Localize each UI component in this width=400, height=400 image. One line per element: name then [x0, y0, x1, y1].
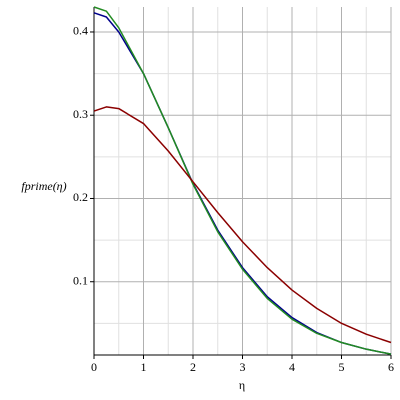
- x-tick-label: 2: [190, 360, 196, 374]
- x-tick-label: 6: [388, 360, 394, 374]
- y-tick-label: 0.2: [73, 190, 88, 204]
- x-tick-label: 0: [91, 360, 97, 374]
- data-line: [93, 6, 392, 355]
- y-tick-label: 0.1: [73, 273, 88, 287]
- data-line: [93, 106, 392, 344]
- y-axis-label: fprime(η): [21, 179, 66, 193]
- x-axis-label: η: [239, 378, 245, 392]
- x-tick-label: 4: [289, 360, 295, 374]
- x-tick-label: 1: [141, 360, 147, 374]
- y-tick-label: 0.3: [73, 107, 88, 121]
- x-tick-label: 3: [240, 360, 246, 374]
- x-tick-label: 5: [339, 360, 345, 374]
- y-tick-label: 0.4: [73, 24, 88, 38]
